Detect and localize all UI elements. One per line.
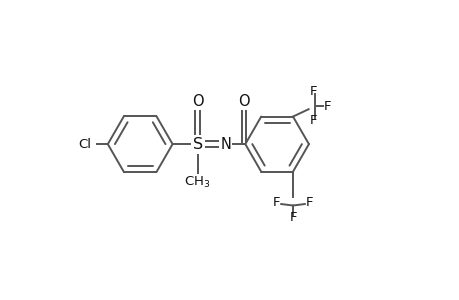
Text: S: S — [192, 136, 202, 152]
Text: O: O — [191, 94, 203, 109]
Text: F: F — [323, 100, 330, 113]
Text: CH$_3$: CH$_3$ — [184, 175, 210, 190]
Text: F: F — [289, 211, 296, 224]
Text: Cl: Cl — [78, 138, 91, 151]
Text: O: O — [238, 94, 249, 109]
Text: F: F — [309, 115, 317, 128]
Text: F: F — [309, 85, 317, 98]
Text: N: N — [220, 136, 230, 152]
Text: F: F — [273, 196, 280, 209]
Text: F: F — [305, 196, 312, 209]
